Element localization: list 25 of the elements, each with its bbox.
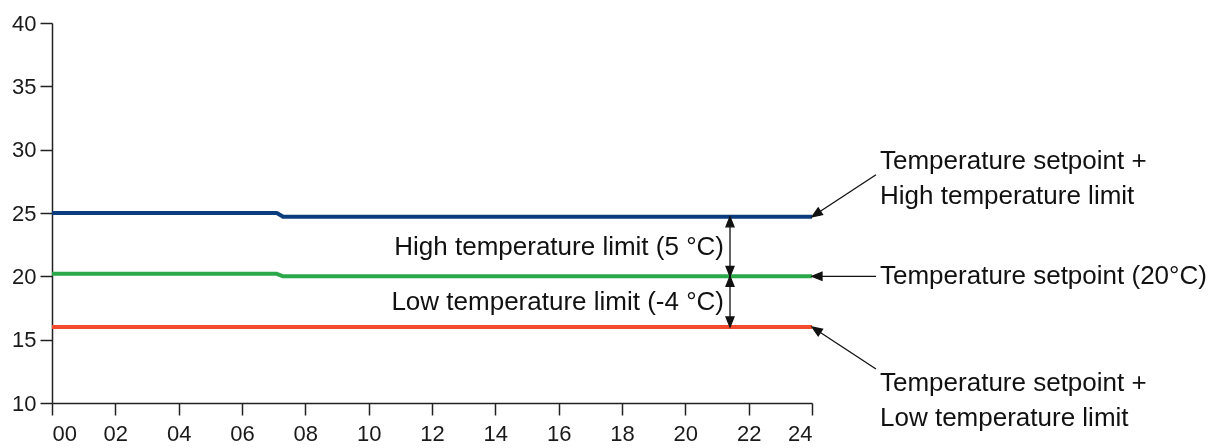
- annotation: High temperature limit (5 °C): [394, 230, 724, 261]
- x-tick-label: 08: [293, 420, 319, 446]
- x-tick-label: 10: [356, 420, 382, 446]
- x-tick-label: 24: [788, 420, 813, 446]
- x-tick-label: 18: [610, 420, 635, 446]
- text: Temperature setpoint + High temperature limit: [880, 144, 1147, 210]
- text: Temperature setpoint (20°C): [880, 260, 1207, 291]
- x-tick-label: 06: [230, 420, 255, 446]
- x-tick-label: 22: [736, 420, 762, 446]
- y-tick-label: 10: [12, 390, 37, 416]
- x-tick-label: 12: [420, 420, 445, 446]
- y-tick-label: 30: [12, 137, 37, 163]
- x-tick-label: 20: [673, 420, 699, 446]
- y-tick-label: 25: [12, 200, 37, 226]
- y-tick-label: 15: [12, 327, 37, 353]
- y-tick-label: 20: [12, 263, 37, 289]
- x-tick-label: 00: [52, 420, 77, 446]
- annotation: Low temperature limit (-4 °C): [391, 285, 724, 316]
- x-tick-label: 04: [166, 420, 192, 446]
- text: Temperature setpoint + Low temperature limit: [880, 367, 1147, 432]
- y-tick-label: 40: [12, 10, 37, 36]
- x-tick-label: 14: [483, 420, 509, 446]
- x-tick-label: 16: [546, 420, 572, 446]
- x-tick-label: 02: [103, 420, 129, 446]
- y-tick-label: 35: [12, 73, 37, 99]
